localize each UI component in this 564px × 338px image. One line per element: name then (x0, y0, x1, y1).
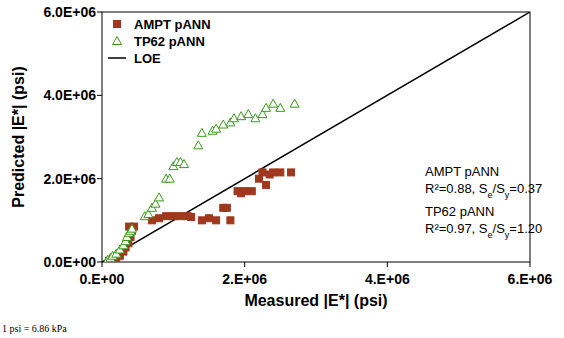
annotation-part: S (479, 181, 488, 196)
scatter-point (156, 215, 163, 222)
scatter-point (277, 169, 284, 176)
scatter-point (244, 110, 253, 118)
x-tick (530, 262, 531, 267)
legend-label: LOE (134, 51, 161, 66)
scatter-point (194, 141, 203, 149)
annotation-part: S (496, 181, 505, 196)
scatter-point (227, 217, 234, 224)
scatter-point (223, 204, 230, 211)
x-axis-label: Measured |E*| (psi) (244, 292, 387, 309)
scatter-point (276, 103, 285, 111)
scatter-point (259, 169, 266, 176)
chart: 0.E+00 2.E+06 4.E+06 6.E+06 0.0E+00 2.0E+06 4.… (0, 0, 564, 338)
y-axis-label: Predicted |E*| (psi) (10, 66, 27, 207)
scatter-point (155, 193, 164, 201)
scatter-point (165, 174, 174, 182)
scatter-point (290, 99, 299, 107)
scatter-point (213, 217, 220, 224)
annotation-part: S (479, 221, 488, 236)
legend-label: AMPT pANN (134, 17, 211, 32)
legend-swatch (113, 37, 122, 45)
plot-area (102, 12, 530, 262)
annotation-part: R²=0.97, (425, 221, 479, 236)
annotation-part: =0.37 (509, 181, 542, 196)
x-tick-label: 4.E+06 (365, 271, 410, 287)
scatter-point (269, 99, 278, 107)
x-tick (244, 262, 245, 267)
y-tick (97, 95, 102, 96)
scatter-point (188, 214, 195, 221)
y-tick-label: 4.0E+06 (43, 87, 96, 103)
footnote: 1 psi = 6.86 kPa (2, 323, 67, 334)
scatter-point (170, 213, 177, 220)
x-tick-label: 2.E+06 (222, 271, 267, 287)
annotation-part: R²=0.88, (425, 181, 479, 196)
y-tick (97, 262, 102, 263)
y-tick (97, 178, 102, 179)
annotation-part: S (496, 221, 505, 236)
x-tick-label: 0.E+00 (80, 271, 125, 287)
loe-line (102, 12, 530, 262)
annotation-part: =1.20 (509, 221, 542, 236)
scatter-point (180, 160, 189, 168)
legend-label: TP62 pANN (134, 34, 205, 49)
y-tick-label: 2.0E+06 (43, 171, 96, 187)
scatter-point (197, 128, 206, 136)
y-tick (97, 12, 102, 13)
scatter-point (241, 188, 248, 195)
annotation: R²=0.97, Se/Sy=1.20 (425, 221, 542, 240)
scatter-point (263, 181, 270, 188)
scatter-point (248, 188, 255, 195)
y-tick-label: 0.0E+00 (43, 254, 96, 270)
annotation: TP62 pANN (425, 204, 494, 219)
scatter-point (198, 217, 205, 224)
scatter-point (206, 215, 213, 222)
annotation: R²=0.88, Se/Sy=0.37 (425, 181, 542, 200)
y-tick-label: 6.0E+06 (43, 4, 96, 20)
x-tick (102, 262, 103, 267)
legend-swatch (108, 57, 126, 59)
legend-swatch (114, 21, 121, 28)
plot-frame (102, 12, 530, 262)
x-tick (387, 262, 388, 267)
x-tick-label: 6.E+06 (508, 271, 553, 287)
scatter-point (163, 213, 170, 220)
legend: AMPT pANN TP62 pANN LOE (108, 17, 211, 66)
scatter-point (177, 213, 184, 220)
scatter-point (270, 169, 277, 176)
scatter-point (127, 224, 136, 232)
scatter-point (288, 169, 295, 176)
annotation: AMPT pANN (425, 164, 499, 179)
